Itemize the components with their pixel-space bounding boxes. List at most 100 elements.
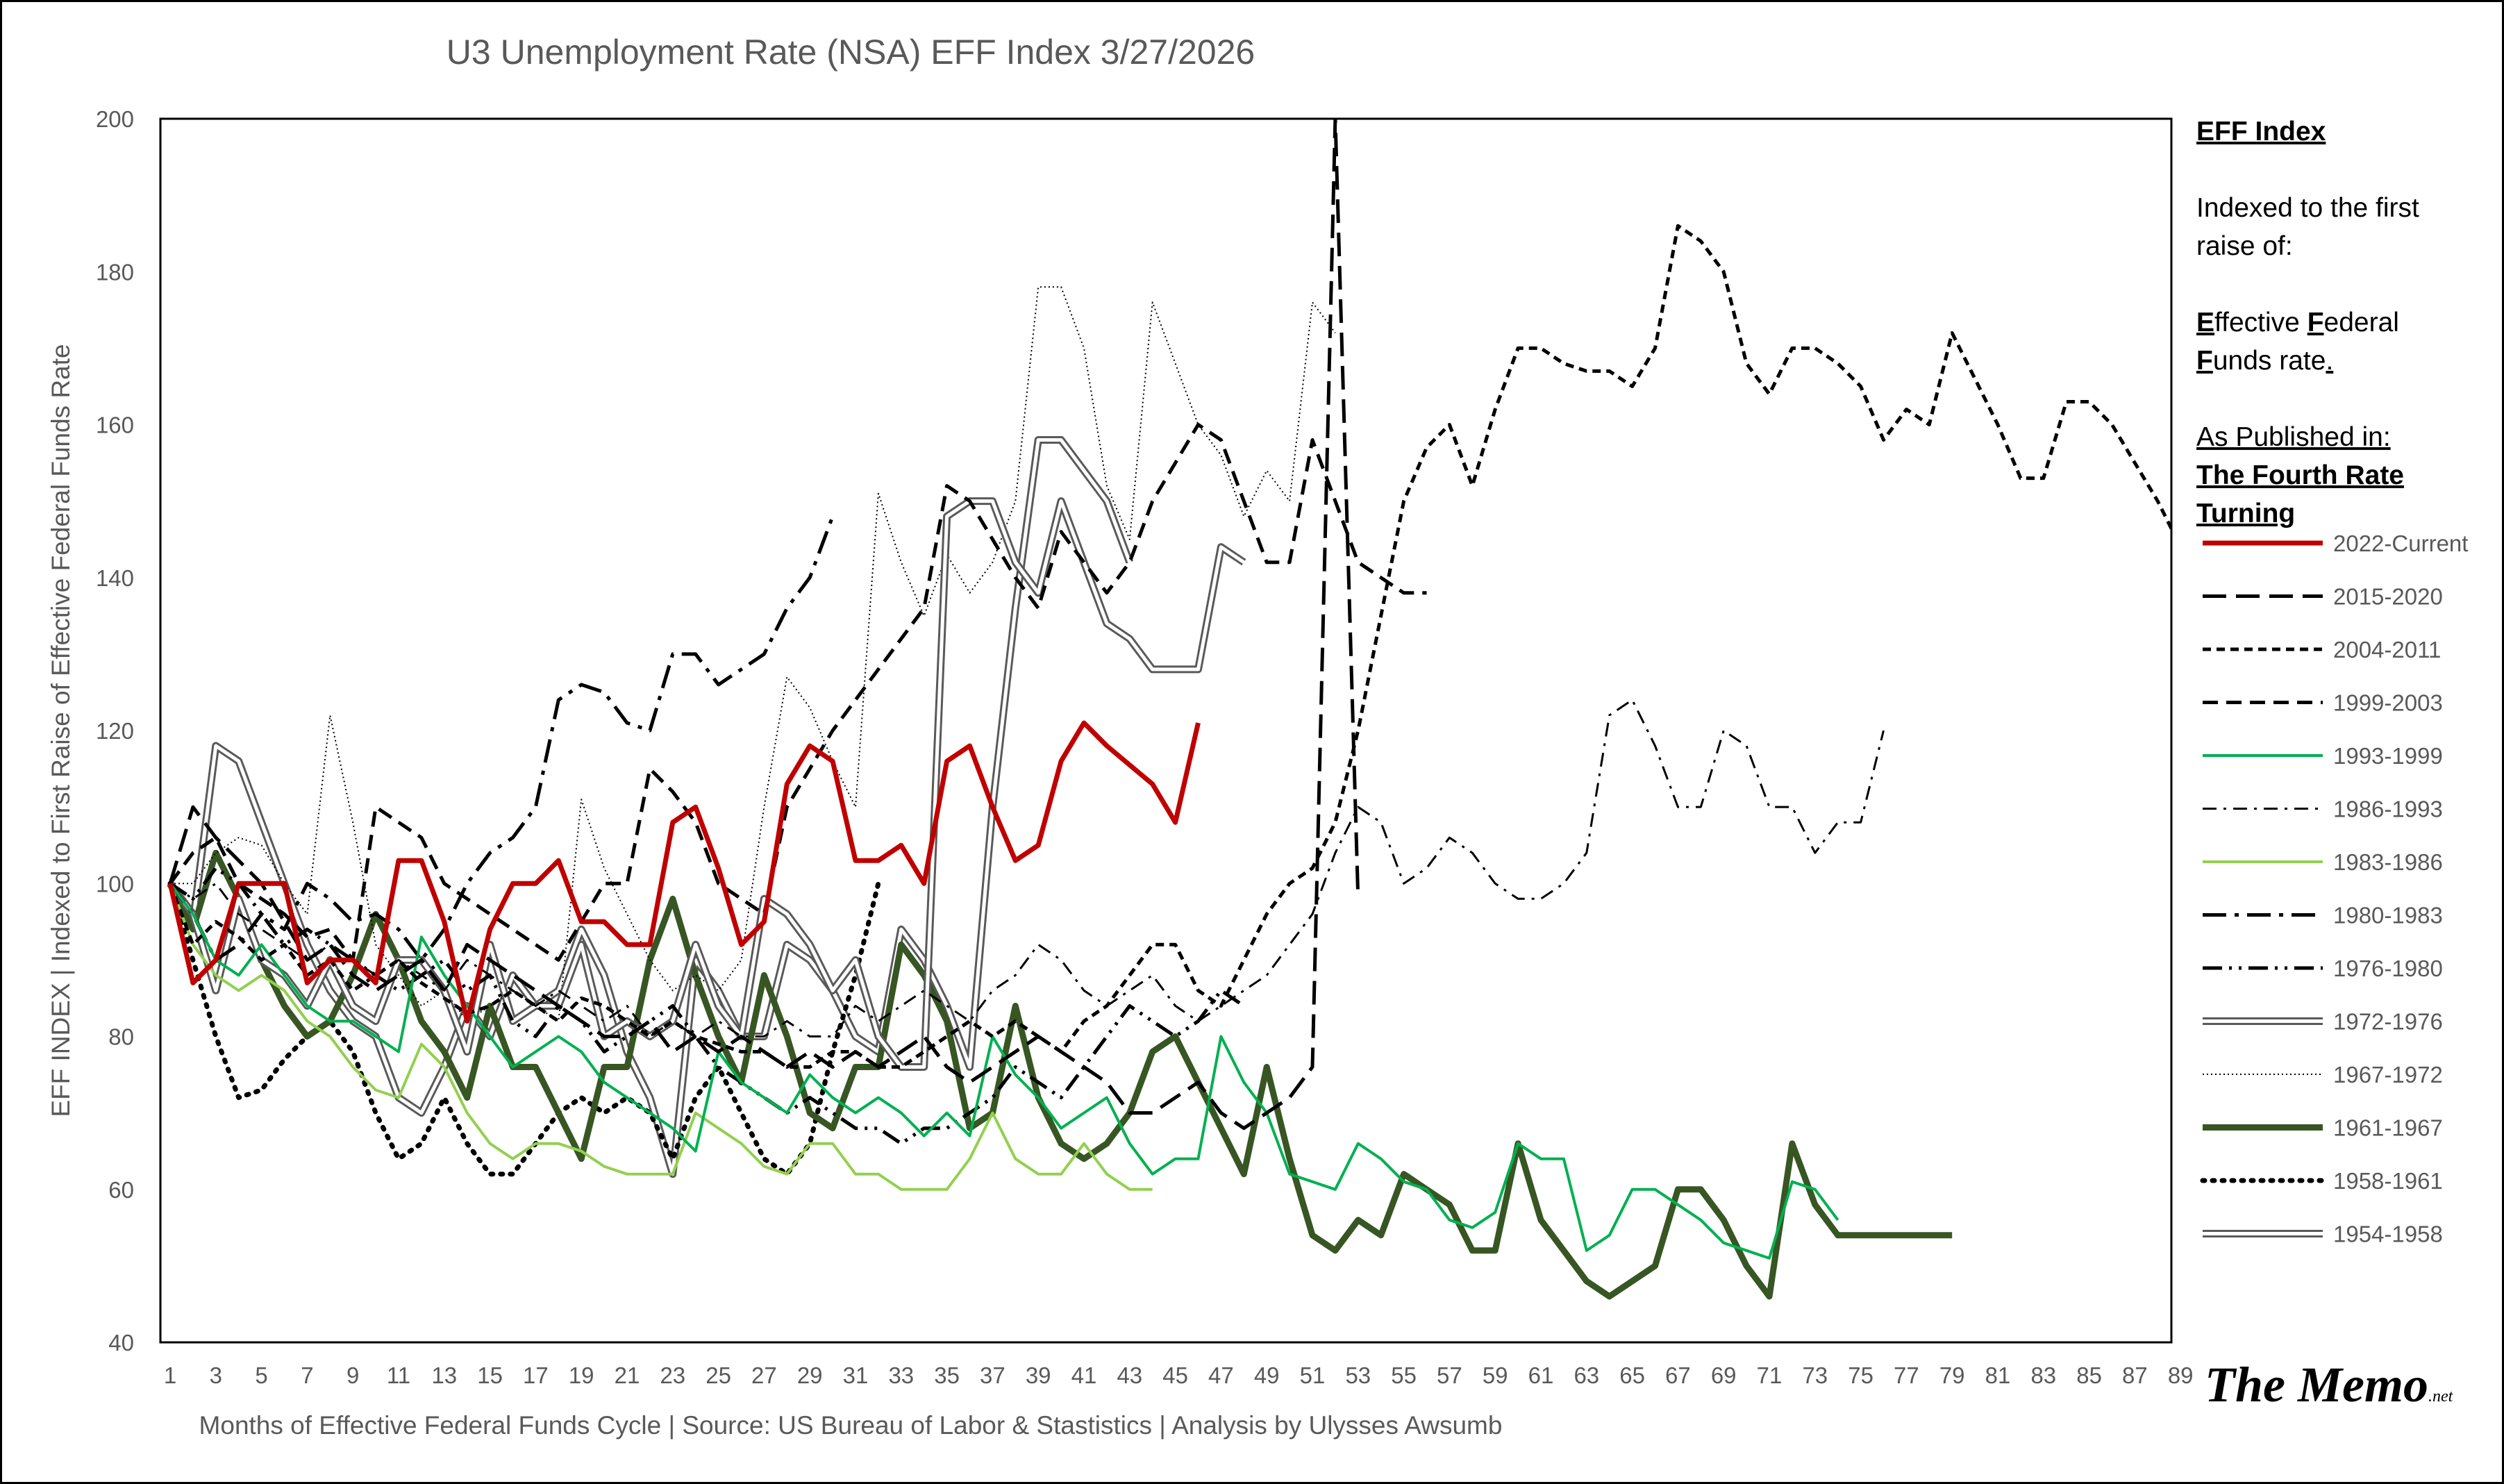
legend-1958-1961: 1958-1961 bbox=[2200, 1168, 2443, 1194]
legend-1976-1980: 1976-1980 bbox=[2203, 956, 2443, 981]
x-tick-label: 69 bbox=[1711, 1362, 1737, 1388]
logo-suffix: .net bbox=[2428, 1387, 2454, 1406]
series-1972-1976-line-inner bbox=[168, 499, 1245, 1069]
sidebar-eff-ederal: ederal bbox=[2324, 308, 2399, 337]
legend-1999-2003-label: 1999-2003 bbox=[2333, 690, 2443, 716]
y-axis-ticks: 40 60 80 100 120 140 160 180 200 bbox=[96, 106, 134, 1356]
series-1958-1961-line bbox=[167, 881, 881, 1177]
logo-text: The Memo bbox=[2205, 1357, 2428, 1412]
legend-1967-1972: 1967-1972 bbox=[2203, 1062, 2443, 1087]
x-tick-label: 35 bbox=[934, 1362, 960, 1388]
legend-1972-1976-label: 1972-1976 bbox=[2333, 1009, 2443, 1035]
x-tick-label: 21 bbox=[615, 1362, 640, 1388]
sidebar-heading: EFF Index bbox=[2196, 117, 2326, 147]
x-tick-label: 5 bbox=[255, 1362, 267, 1388]
legend-1993-1999-label: 1993-1999 bbox=[2333, 743, 2443, 769]
x-tick-label: 41 bbox=[1071, 1362, 1097, 1388]
series-1999-2003-line bbox=[168, 423, 1427, 962]
x-tick-label: 71 bbox=[1757, 1362, 1783, 1388]
sidebar-eff-unds: unds rate bbox=[2213, 346, 2326, 376]
legend-1976-1980-label: 1976-1980 bbox=[2333, 956, 2443, 981]
sidebar-line2: raise of: bbox=[2196, 231, 2293, 261]
legend-1961-1967: 1961-1967 bbox=[2203, 1115, 2443, 1141]
x-axis-label: Months of Effective Federal Funds Cycle … bbox=[199, 1411, 1503, 1440]
y-tick-label: 40 bbox=[108, 1330, 134, 1356]
x-tick-label: 59 bbox=[1483, 1362, 1508, 1388]
x-tick-label: 29 bbox=[797, 1362, 823, 1388]
x-tick-label: 63 bbox=[1574, 1362, 1599, 1388]
legend-1954-1958-label: 1954-1958 bbox=[2333, 1222, 2443, 1247]
series-1961-1967 bbox=[167, 849, 1953, 1300]
x-tick-label: 45 bbox=[1162, 1362, 1188, 1388]
x-tick-label: 9 bbox=[347, 1362, 359, 1388]
legend-1961-1967-label: 1961-1967 bbox=[2333, 1115, 2443, 1141]
y-tick-label: 100 bbox=[96, 871, 134, 897]
x-tick-label: 43 bbox=[1117, 1362, 1142, 1388]
x-tick-label: 27 bbox=[751, 1362, 777, 1388]
series-1972-1976 bbox=[167, 497, 1246, 1071]
chart-title: U3 Unemployment Rate (NSA) EFF Index 3/2… bbox=[446, 33, 1255, 72]
series-1983-1986 bbox=[169, 883, 1153, 1191]
x-axis-ticks: 1 3 5 7 9 11 13 15 17 19 21 23 25 27 29 31 33 35 37 39 41 43 4… bbox=[164, 1362, 2194, 1388]
x-tick-label: 39 bbox=[1026, 1362, 1051, 1388]
x-tick-label: 1 bbox=[164, 1362, 176, 1388]
y-axis-label: EFF INDEX | Indexed to First Raise of Ef… bbox=[47, 344, 75, 1117]
series-2015-2020 bbox=[168, 119, 1360, 1131]
legend-2004-2011-label: 2004-2011 bbox=[2333, 637, 2441, 662]
legend-1972-1976: 1972-1976 bbox=[2203, 1009, 2443, 1035]
y-tick-label: 80 bbox=[108, 1024, 134, 1050]
legend-1983-1986: 1983-1986 bbox=[2203, 849, 2443, 875]
x-tick-label: 73 bbox=[1802, 1362, 1828, 1388]
y-tick-label: 180 bbox=[96, 259, 134, 285]
y-tick-label: 60 bbox=[108, 1177, 134, 1203]
x-tick-label: 75 bbox=[1848, 1362, 1873, 1388]
series-1954-1958 bbox=[167, 436, 1133, 1178]
x-tick-label: 67 bbox=[1665, 1362, 1691, 1388]
x-tick-label: 49 bbox=[1254, 1362, 1280, 1388]
legend-1993-1999: 1993-1999 bbox=[2203, 743, 2443, 769]
legend: 2022-Current 2015-2020 2004-2011 1999-2003 1… bbox=[2200, 531, 2468, 1247]
sidebar-published-title1: The Fourth Rate bbox=[2196, 460, 2404, 490]
x-tick-label: 11 bbox=[387, 1362, 410, 1388]
legend-2022-current-label: 2022-Current bbox=[2333, 531, 2468, 556]
sidebar-eff-line1: Effective Federal bbox=[2196, 308, 2399, 337]
legend-2015-2020: 2015-2020 bbox=[2203, 584, 2443, 610]
series-2004-2011 bbox=[168, 224, 2171, 1069]
x-tick-label: 13 bbox=[431, 1362, 457, 1388]
series-2015-2020-line bbox=[168, 119, 1360, 1131]
series-2022-current-line bbox=[167, 720, 1201, 1024]
series-1980-1983-line bbox=[168, 515, 835, 962]
x-tick-label: 51 bbox=[1300, 1362, 1326, 1388]
sidebar-line1: Indexed to the first bbox=[2196, 193, 2419, 223]
x-tick-label: 23 bbox=[660, 1362, 685, 1388]
x-tick-label: 81 bbox=[1985, 1362, 2011, 1388]
legend-1980-1983: 1980-1983 bbox=[2203, 903, 2443, 928]
sidebar-eff-e: E bbox=[2196, 308, 2214, 337]
x-tick-label: 79 bbox=[1939, 1362, 1965, 1388]
x-tick-label: 3 bbox=[210, 1362, 222, 1388]
legend-1967-1972-label: 1967-1972 bbox=[2333, 1062, 2443, 1087]
x-tick-label: 19 bbox=[569, 1362, 594, 1388]
x-tick-label: 17 bbox=[523, 1362, 549, 1388]
x-tick-label: 37 bbox=[980, 1362, 1005, 1388]
series-1961-1967-line bbox=[167, 849, 1953, 1300]
sidebar-note: EFF Index Indexed to the first raise of:… bbox=[2196, 117, 2419, 528]
legend-1980-1983-label: 1980-1983 bbox=[2333, 903, 2443, 928]
x-tick-label: 31 bbox=[843, 1362, 869, 1388]
x-tick-label: 83 bbox=[2030, 1362, 2056, 1388]
x-tick-label: 65 bbox=[1619, 1362, 1645, 1388]
legend-1983-1986-label: 1983-1986 bbox=[2333, 849, 2443, 875]
x-tick-label: 47 bbox=[1208, 1362, 1234, 1388]
logo: The Memo .net bbox=[2205, 1357, 2454, 1412]
x-tick-label: 89 bbox=[2168, 1362, 2194, 1388]
sidebar-eff-line2: Funds rate. bbox=[2196, 346, 2333, 376]
x-tick-label: 77 bbox=[1894, 1362, 1919, 1388]
legend-1999-2003: 1999-2003 bbox=[2203, 690, 2443, 716]
x-tick-label: 57 bbox=[1437, 1362, 1462, 1388]
x-tick-label: 7 bbox=[301, 1362, 313, 1388]
legend-1986-1993: 1986-1993 bbox=[2203, 797, 2443, 822]
sidebar-eff-f: F bbox=[2307, 308, 2324, 337]
x-tick-label: 87 bbox=[2122, 1362, 2148, 1388]
legend-2015-2020-label: 2015-2020 bbox=[2333, 584, 2443, 610]
sidebar-eff-f2: F bbox=[2196, 346, 2213, 376]
